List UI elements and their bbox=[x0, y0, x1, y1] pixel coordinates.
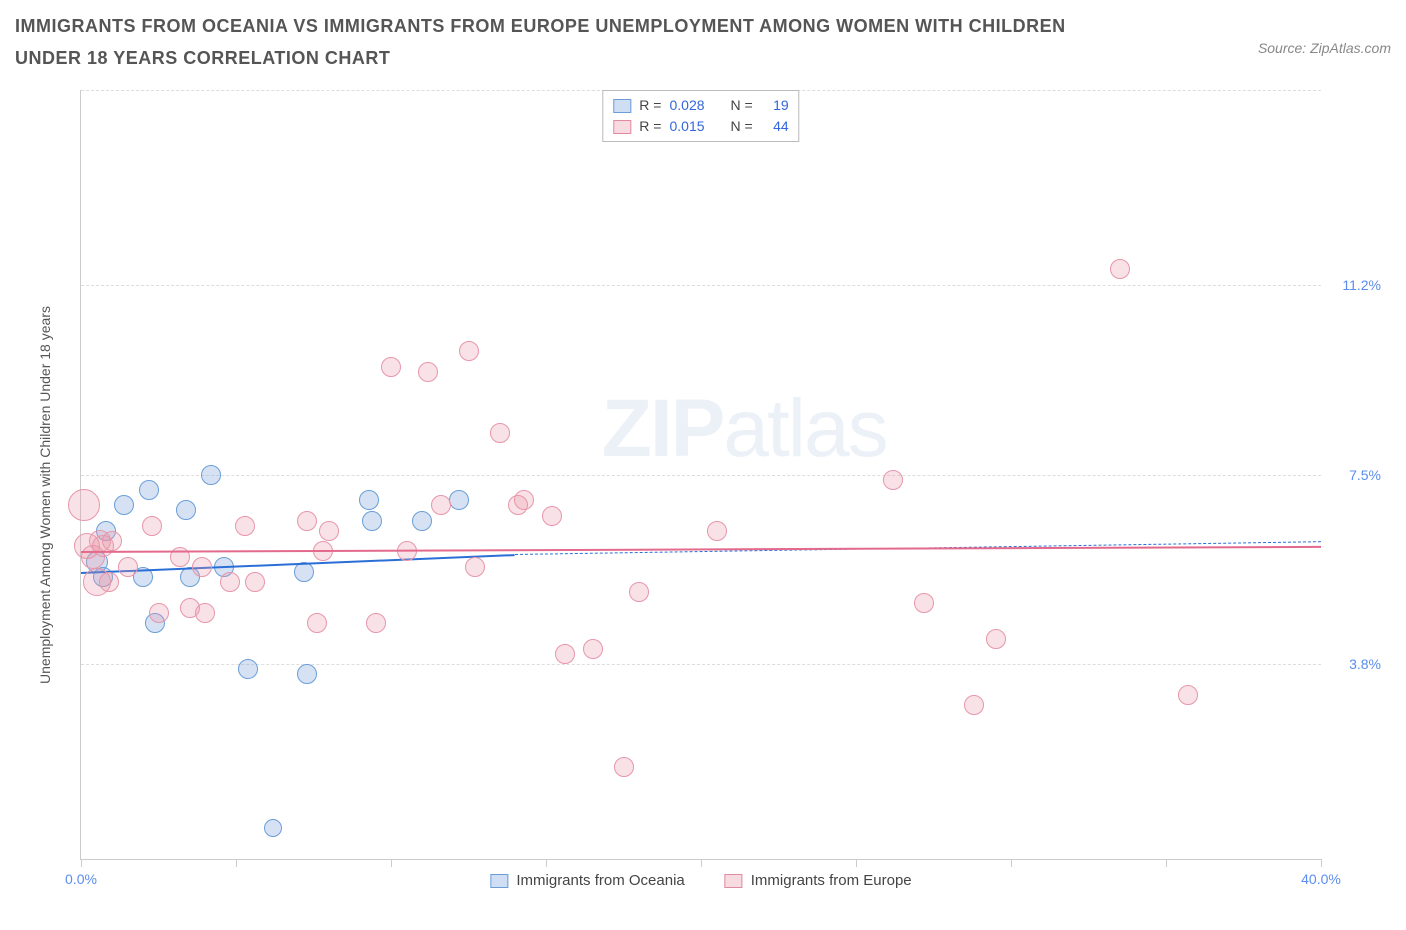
data-point-oceania bbox=[359, 490, 379, 510]
data-point-europe bbox=[514, 490, 534, 510]
watermark-bold: ZIP bbox=[602, 383, 724, 474]
data-point-europe bbox=[583, 639, 603, 659]
data-point-europe bbox=[142, 516, 162, 536]
x-tick-label: 0.0% bbox=[65, 871, 97, 887]
legend-swatch bbox=[490, 874, 508, 888]
y-tick-label: 7.5% bbox=[1349, 467, 1381, 483]
data-point-europe bbox=[431, 495, 451, 515]
trend-line bbox=[81, 546, 1321, 553]
data-point-oceania bbox=[362, 511, 382, 531]
data-point-europe bbox=[195, 603, 215, 623]
data-point-oceania bbox=[412, 511, 432, 531]
chart-container: Unemployment Among Women with Children U… bbox=[50, 90, 1391, 900]
x-tick bbox=[236, 859, 237, 867]
watermark-light: atlas bbox=[723, 383, 886, 474]
data-point-europe bbox=[366, 613, 386, 633]
source-name: ZipAtlas.com bbox=[1310, 40, 1391, 56]
data-point-oceania bbox=[238, 659, 258, 679]
data-point-oceania bbox=[176, 500, 196, 520]
y-axis-label: Unemployment Among Women with Children U… bbox=[37, 306, 53, 684]
legend-n-label: N = bbox=[731, 116, 753, 137]
data-point-europe bbox=[102, 531, 122, 551]
data-point-europe bbox=[490, 423, 510, 443]
data-point-europe bbox=[235, 516, 255, 536]
data-point-oceania bbox=[139, 480, 159, 500]
data-point-europe bbox=[1110, 259, 1130, 279]
source-attribution: Source: ZipAtlas.com bbox=[1258, 10, 1391, 56]
data-point-europe bbox=[542, 506, 562, 526]
data-point-oceania bbox=[297, 664, 317, 684]
series-legend-item: Immigrants from Europe bbox=[725, 872, 912, 889]
legend-r-label: R = bbox=[639, 116, 661, 137]
y-tick-label: 11.2% bbox=[1342, 277, 1381, 293]
legend-n-value: 19 bbox=[761, 95, 789, 116]
data-point-oceania bbox=[264, 819, 282, 837]
legend-r-label: R = bbox=[639, 95, 661, 116]
data-point-europe bbox=[629, 582, 649, 602]
data-point-europe bbox=[555, 644, 575, 664]
legend-swatch bbox=[725, 874, 743, 888]
data-point-europe bbox=[149, 603, 169, 623]
chart-title: IMMIGRANTS FROM OCEANIA VS IMMIGRANTS FR… bbox=[15, 10, 1115, 75]
data-point-europe bbox=[319, 521, 339, 541]
series-legend-label: Immigrants from Oceania bbox=[516, 872, 684, 889]
data-point-europe bbox=[459, 341, 479, 361]
data-point-europe bbox=[914, 593, 934, 613]
x-tick bbox=[81, 859, 82, 867]
series-legend: Immigrants from Oceania Immigrants from E… bbox=[490, 872, 911, 889]
x-tick bbox=[701, 859, 702, 867]
data-point-europe bbox=[986, 629, 1006, 649]
x-tick bbox=[546, 859, 547, 867]
data-point-europe bbox=[170, 547, 190, 567]
data-point-europe bbox=[964, 695, 984, 715]
plot-area: ZIPatlas R =0.028N =19R =0.015N =44 Immi… bbox=[80, 90, 1321, 860]
legend-swatch bbox=[613, 120, 631, 134]
correlation-legend: R = 0.028 N = 19 R = 0.015 N = 44 bbox=[602, 90, 799, 142]
data-point-europe bbox=[68, 489, 100, 521]
data-point-europe bbox=[99, 572, 119, 592]
chart-header: IMMIGRANTS FROM OCEANIA VS IMMIGRANTS FR… bbox=[15, 10, 1391, 75]
legend-swatch bbox=[613, 99, 631, 113]
data-point-europe bbox=[192, 557, 212, 577]
legend-n-label: N = bbox=[731, 95, 753, 116]
y-tick-label: 3.8% bbox=[1349, 656, 1381, 672]
data-point-europe bbox=[220, 572, 240, 592]
legend-r-value: 0.028 bbox=[669, 95, 704, 116]
data-point-europe bbox=[307, 613, 327, 633]
legend-row: R = 0.028 N = 19 bbox=[613, 95, 788, 116]
data-point-oceania bbox=[449, 490, 469, 510]
data-point-europe bbox=[118, 557, 138, 577]
x-tick bbox=[1166, 859, 1167, 867]
data-point-europe bbox=[1178, 685, 1198, 705]
x-tick-label: 40.0% bbox=[1301, 871, 1341, 887]
series-legend-label: Immigrants from Europe bbox=[751, 872, 912, 889]
legend-r-value: 0.015 bbox=[669, 116, 704, 137]
data-point-europe bbox=[614, 757, 634, 777]
x-tick bbox=[1321, 859, 1322, 867]
x-tick bbox=[1011, 859, 1012, 867]
x-tick bbox=[856, 859, 857, 867]
legend-row: R = 0.015 N = 44 bbox=[613, 116, 788, 137]
gridline bbox=[81, 664, 1321, 665]
gridline bbox=[81, 285, 1321, 286]
legend-n-value: 44 bbox=[761, 116, 789, 137]
series-legend-item: Immigrants from Oceania bbox=[490, 872, 684, 889]
data-point-oceania bbox=[114, 495, 134, 515]
data-point-europe bbox=[883, 470, 903, 490]
data-point-europe bbox=[381, 357, 401, 377]
x-tick bbox=[391, 859, 392, 867]
gridline bbox=[81, 475, 1321, 476]
data-point-europe bbox=[245, 572, 265, 592]
data-point-europe bbox=[465, 557, 485, 577]
source-label: Source: bbox=[1258, 40, 1306, 56]
data-point-europe bbox=[297, 511, 317, 531]
data-point-oceania bbox=[201, 465, 221, 485]
watermark: ZIPatlas bbox=[602, 382, 887, 476]
data-point-europe bbox=[418, 362, 438, 382]
data-point-europe bbox=[707, 521, 727, 541]
